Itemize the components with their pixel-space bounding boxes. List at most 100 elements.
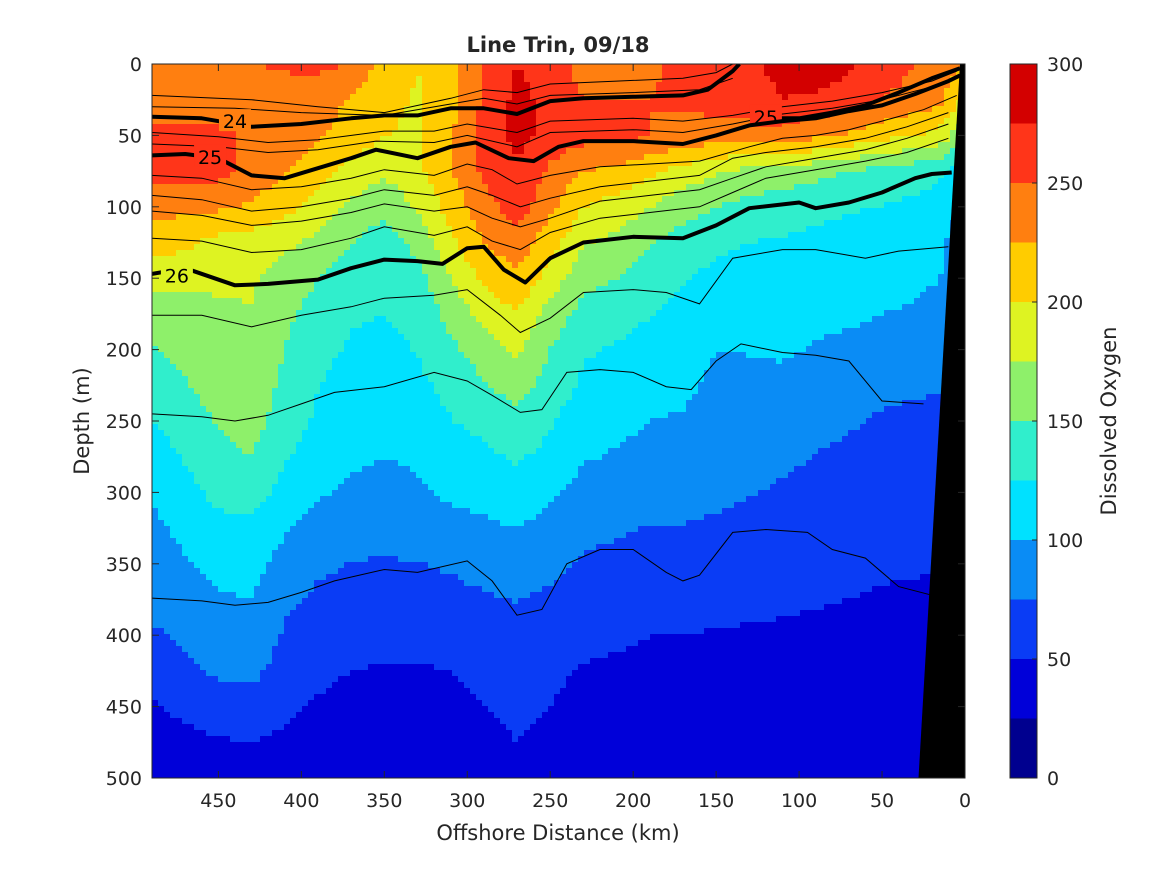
oxygen-cell — [782, 256, 789, 263]
oxygen-cell — [170, 136, 177, 143]
oxygen-cell — [638, 178, 645, 185]
oxygen-cell — [794, 100, 801, 107]
oxygen-cell — [170, 124, 177, 131]
oxygen-cell — [428, 274, 435, 281]
oxygen-cell — [266, 214, 273, 221]
oxygen-cell — [404, 136, 411, 143]
oxygen-cell — [824, 82, 831, 89]
oxygen-cell — [938, 148, 945, 155]
oxygen-cell — [602, 154, 609, 161]
oxygen-cell — [764, 148, 771, 155]
oxygen-cell — [902, 70, 909, 77]
oxygen-cell — [806, 142, 813, 149]
oxygen-cell — [188, 64, 195, 71]
oxygen-cell — [410, 136, 417, 143]
oxygen-cell — [230, 250, 237, 257]
oxygen-cell — [152, 160, 159, 167]
oxygen-cell — [296, 64, 303, 71]
oxygen-cell — [416, 64, 423, 71]
oxygen-cell — [908, 130, 915, 137]
oxygen-cell — [890, 178, 897, 185]
oxygen-cell — [764, 196, 771, 203]
oxygen-cell — [914, 64, 921, 71]
oxygen-cell — [932, 142, 939, 149]
oxygen-cell — [932, 106, 939, 113]
oxygen-cell — [632, 70, 639, 77]
oxygen-cell — [350, 160, 357, 167]
oxygen-cell — [464, 136, 471, 143]
oxygen-cell — [908, 172, 915, 179]
oxygen-cell — [728, 124, 735, 131]
oxygen-cell — [374, 124, 381, 131]
oxygen-cell — [932, 160, 939, 167]
oxygen-cell — [554, 112, 561, 119]
oxygen-cell — [302, 160, 309, 167]
oxygen-cell — [362, 214, 369, 221]
oxygen-cell — [716, 196, 723, 203]
oxygen-cell — [818, 214, 825, 221]
oxygen-cell — [656, 190, 663, 197]
oxygen-cell — [230, 130, 237, 137]
oxygen-cell — [224, 136, 231, 143]
oxygen-cell — [770, 82, 777, 89]
oxygen-cell — [872, 94, 879, 101]
oxygen-cell — [680, 88, 687, 95]
oxygen-cell — [230, 202, 237, 209]
oxygen-cell — [446, 112, 453, 119]
oxygen-cell — [944, 274, 951, 281]
oxygen-cell — [296, 256, 303, 263]
oxygen-cell — [248, 250, 255, 257]
oxygen-cell — [698, 106, 705, 113]
oxygen-cell — [194, 136, 201, 143]
oxygen-cell — [260, 184, 267, 191]
oxygen-cell — [398, 136, 405, 143]
oxygen-cell — [290, 94, 297, 101]
oxygen-cell — [908, 232, 915, 239]
oxygen-cell — [314, 184, 321, 191]
oxygen-cell — [620, 88, 627, 95]
oxygen-cell — [764, 94, 771, 101]
oxygen-cell — [284, 274, 291, 281]
oxygen-cell — [488, 232, 495, 239]
oxygen-cell — [716, 124, 723, 131]
oxygen-cell — [752, 256, 759, 263]
oxygen-cell — [728, 232, 735, 239]
oxygen-cell — [578, 202, 585, 209]
oxygen-cell — [404, 100, 411, 107]
oxygen-cell — [716, 94, 723, 101]
oxygen-cell — [176, 202, 183, 209]
oxygen-cell — [872, 184, 879, 191]
oxygen-cell — [926, 244, 933, 251]
oxygen-cell — [308, 226, 315, 233]
oxygen-cell — [896, 148, 903, 155]
oxygen-cell — [764, 238, 771, 245]
oxygen-cell — [764, 82, 771, 89]
oxygen-cell — [848, 208, 855, 215]
oxygen-cell — [794, 82, 801, 89]
oxygen-cell — [692, 142, 699, 149]
oxygen-cell — [404, 76, 411, 83]
oxygen-cell — [470, 208, 477, 215]
oxygen-cell — [950, 64, 957, 71]
oxygen-cell — [692, 172, 699, 179]
oxygen-cell — [944, 112, 951, 119]
oxygen-cell — [392, 130, 399, 137]
oxygen-cell — [938, 172, 945, 179]
oxygen-cell — [926, 70, 933, 77]
oxygen-cell — [356, 82, 363, 89]
oxygen-cell — [824, 70, 831, 77]
oxygen-cell — [344, 208, 351, 215]
oxygen-cell — [836, 184, 843, 191]
oxygen-cell — [896, 136, 903, 143]
oxygen-cell — [596, 220, 603, 227]
oxygen-cell — [740, 118, 747, 125]
oxygen-cell — [692, 250, 699, 257]
oxygen-cell — [794, 274, 801, 281]
oxygen-cell — [788, 214, 795, 221]
oxygen-cell — [686, 280, 693, 287]
oxygen-cell — [740, 202, 747, 209]
oxygen-cell — [890, 190, 897, 197]
oxygen-cell — [404, 148, 411, 155]
oxygen-cell — [530, 268, 537, 275]
oxygen-cell — [266, 250, 273, 257]
